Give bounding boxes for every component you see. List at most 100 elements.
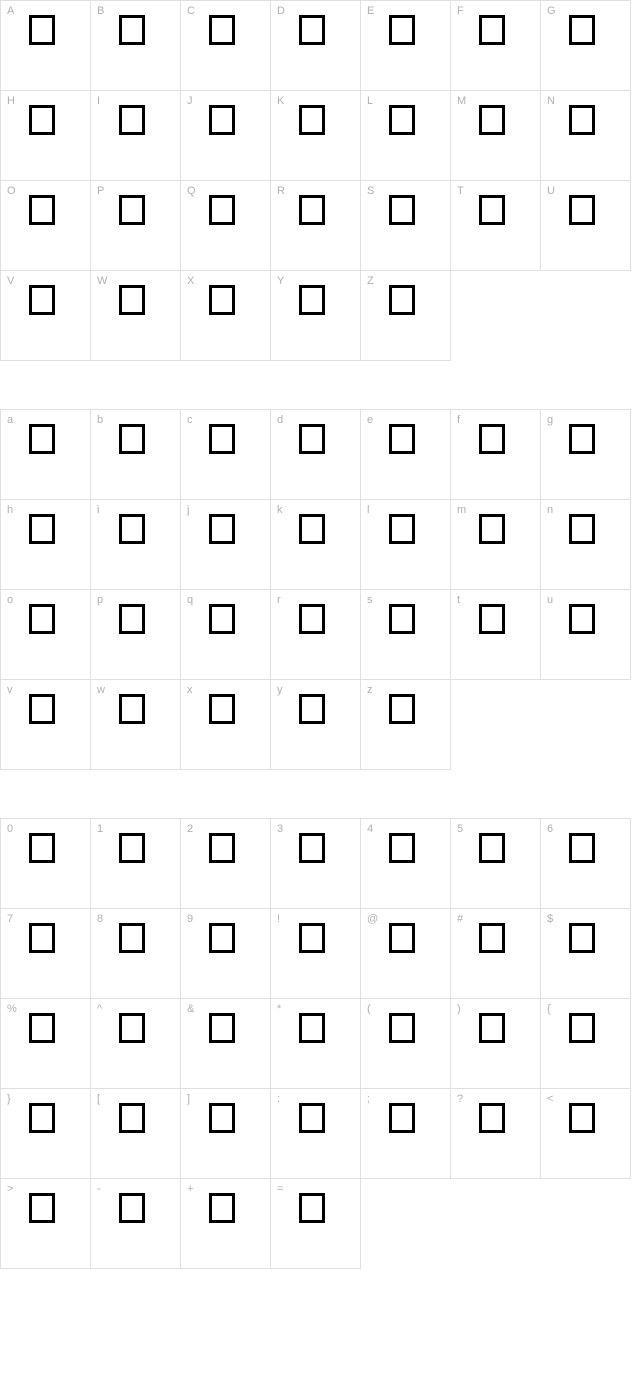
char-cell[interactable]: k [271, 500, 361, 590]
char-cell[interactable]: Y [271, 271, 361, 361]
glyph-placeholder-icon [479, 923, 505, 953]
char-cell[interactable]: { [541, 999, 631, 1089]
char-cell[interactable]: r [271, 590, 361, 680]
char-cell[interactable]: u [541, 590, 631, 680]
char-cell[interactable]: w [91, 680, 181, 770]
char-cell[interactable]: H [1, 91, 91, 181]
char-cell[interactable]: I [91, 91, 181, 181]
char-cell[interactable]: X [181, 271, 271, 361]
char-cell[interactable]: ) [451, 999, 541, 1089]
char-cell[interactable]: - [91, 1179, 181, 1269]
char-cell[interactable]: p [91, 590, 181, 680]
char-cell[interactable]: U [541, 181, 631, 271]
char-cell[interactable]: c [181, 410, 271, 500]
char-cell[interactable]: C [181, 1, 271, 91]
char-cell[interactable]: j [181, 500, 271, 590]
char-cell[interactable]: ! [271, 909, 361, 999]
char-cell[interactable]: n [541, 500, 631, 590]
char-cell[interactable]: A [1, 1, 91, 91]
char-cell[interactable]: f [451, 410, 541, 500]
char-cell[interactable]: 5 [451, 819, 541, 909]
char-cell[interactable]: O [1, 181, 91, 271]
char-label: g [547, 414, 553, 426]
char-cell[interactable]: 2 [181, 819, 271, 909]
char-cell[interactable]: m [451, 500, 541, 590]
char-cell[interactable]: : [271, 1089, 361, 1179]
char-cell[interactable]: t [451, 590, 541, 680]
char-cell[interactable]: z [361, 680, 451, 770]
char-cell[interactable]: e [361, 410, 451, 500]
char-cell[interactable]: T [451, 181, 541, 271]
char-label: T [457, 185, 464, 197]
char-label: $ [547, 913, 553, 925]
char-cell[interactable]: ] [181, 1089, 271, 1179]
char-cell[interactable]: R [271, 181, 361, 271]
char-cell[interactable]: [ [91, 1089, 181, 1179]
char-cell[interactable]: Z [361, 271, 451, 361]
char-cell[interactable]: S [361, 181, 451, 271]
char-cell[interactable]: N [541, 91, 631, 181]
char-cell[interactable]: a [1, 410, 91, 500]
char-label: U [547, 185, 555, 197]
char-cell[interactable]: l [361, 500, 451, 590]
char-cell[interactable]: = [271, 1179, 361, 1269]
char-cell[interactable]: J [181, 91, 271, 181]
char-cell[interactable]: s [361, 590, 451, 680]
glyph-placeholder-icon [479, 1013, 505, 1043]
char-cell[interactable]: 4 [361, 819, 451, 909]
char-cell[interactable]: h [1, 500, 91, 590]
char-cell[interactable]: * [271, 999, 361, 1089]
char-cell[interactable]: K [271, 91, 361, 181]
char-cell[interactable]: G [541, 1, 631, 91]
char-cell[interactable]: ^ [91, 999, 181, 1089]
char-cell[interactable]: Q [181, 181, 271, 271]
char-cell[interactable]: q [181, 590, 271, 680]
char-label: F [457, 5, 464, 17]
char-cell[interactable]: # [451, 909, 541, 999]
char-cell[interactable]: V [1, 271, 91, 361]
char-cell[interactable]: % [1, 999, 91, 1089]
char-label: l [367, 504, 369, 516]
char-cell[interactable]: } [1, 1089, 91, 1179]
char-cell[interactable]: y [271, 680, 361, 770]
char-cell[interactable]: + [181, 1179, 271, 1269]
glyph-placeholder-icon [389, 285, 415, 315]
char-cell[interactable]: $ [541, 909, 631, 999]
char-label: O [7, 185, 16, 197]
char-cell[interactable]: 0 [1, 819, 91, 909]
char-cell[interactable]: 7 [1, 909, 91, 999]
char-cell[interactable]: g [541, 410, 631, 500]
char-cell[interactable]: L [361, 91, 451, 181]
char-cell[interactable]: & [181, 999, 271, 1089]
char-cell[interactable]: 9 [181, 909, 271, 999]
char-cell[interactable]: ? [451, 1089, 541, 1179]
char-cell[interactable]: 1 [91, 819, 181, 909]
char-cell[interactable]: M [451, 91, 541, 181]
char-cell[interactable]: i [91, 500, 181, 590]
char-cell[interactable]: 3 [271, 819, 361, 909]
char-label: A [7, 5, 14, 17]
uppercase-section: A BCDEF G HIJKLMN O PQ RST U VWXYZ [0, 0, 640, 361]
char-cell[interactable]: ; [361, 1089, 451, 1179]
char-cell[interactable]: 8 [91, 909, 181, 999]
char-cell[interactable]: b [91, 410, 181, 500]
char-cell[interactable]: B [91, 1, 181, 91]
glyph-placeholder-icon [569, 833, 595, 863]
char-cell[interactable]: x [181, 680, 271, 770]
char-cell[interactable]: W [91, 271, 181, 361]
char-cell[interactable]: D [271, 1, 361, 91]
char-cell[interactable]: > [1, 1179, 91, 1269]
char-cell[interactable]: @ [361, 909, 451, 999]
char-cell[interactable]: F [451, 1, 541, 91]
char-cell[interactable]: d [271, 410, 361, 500]
char-cell[interactable]: v [1, 680, 91, 770]
char-label: Q [187, 185, 196, 197]
glyph-placeholder-icon [29, 15, 55, 45]
char-label: % [7, 1003, 17, 1015]
char-cell[interactable]: o [1, 590, 91, 680]
char-cell[interactable]: 6 [541, 819, 631, 909]
char-cell[interactable]: E [361, 1, 451, 91]
char-cell[interactable]: P [91, 181, 181, 271]
char-cell[interactable]: ( [361, 999, 451, 1089]
char-cell[interactable]: < [541, 1089, 631, 1179]
